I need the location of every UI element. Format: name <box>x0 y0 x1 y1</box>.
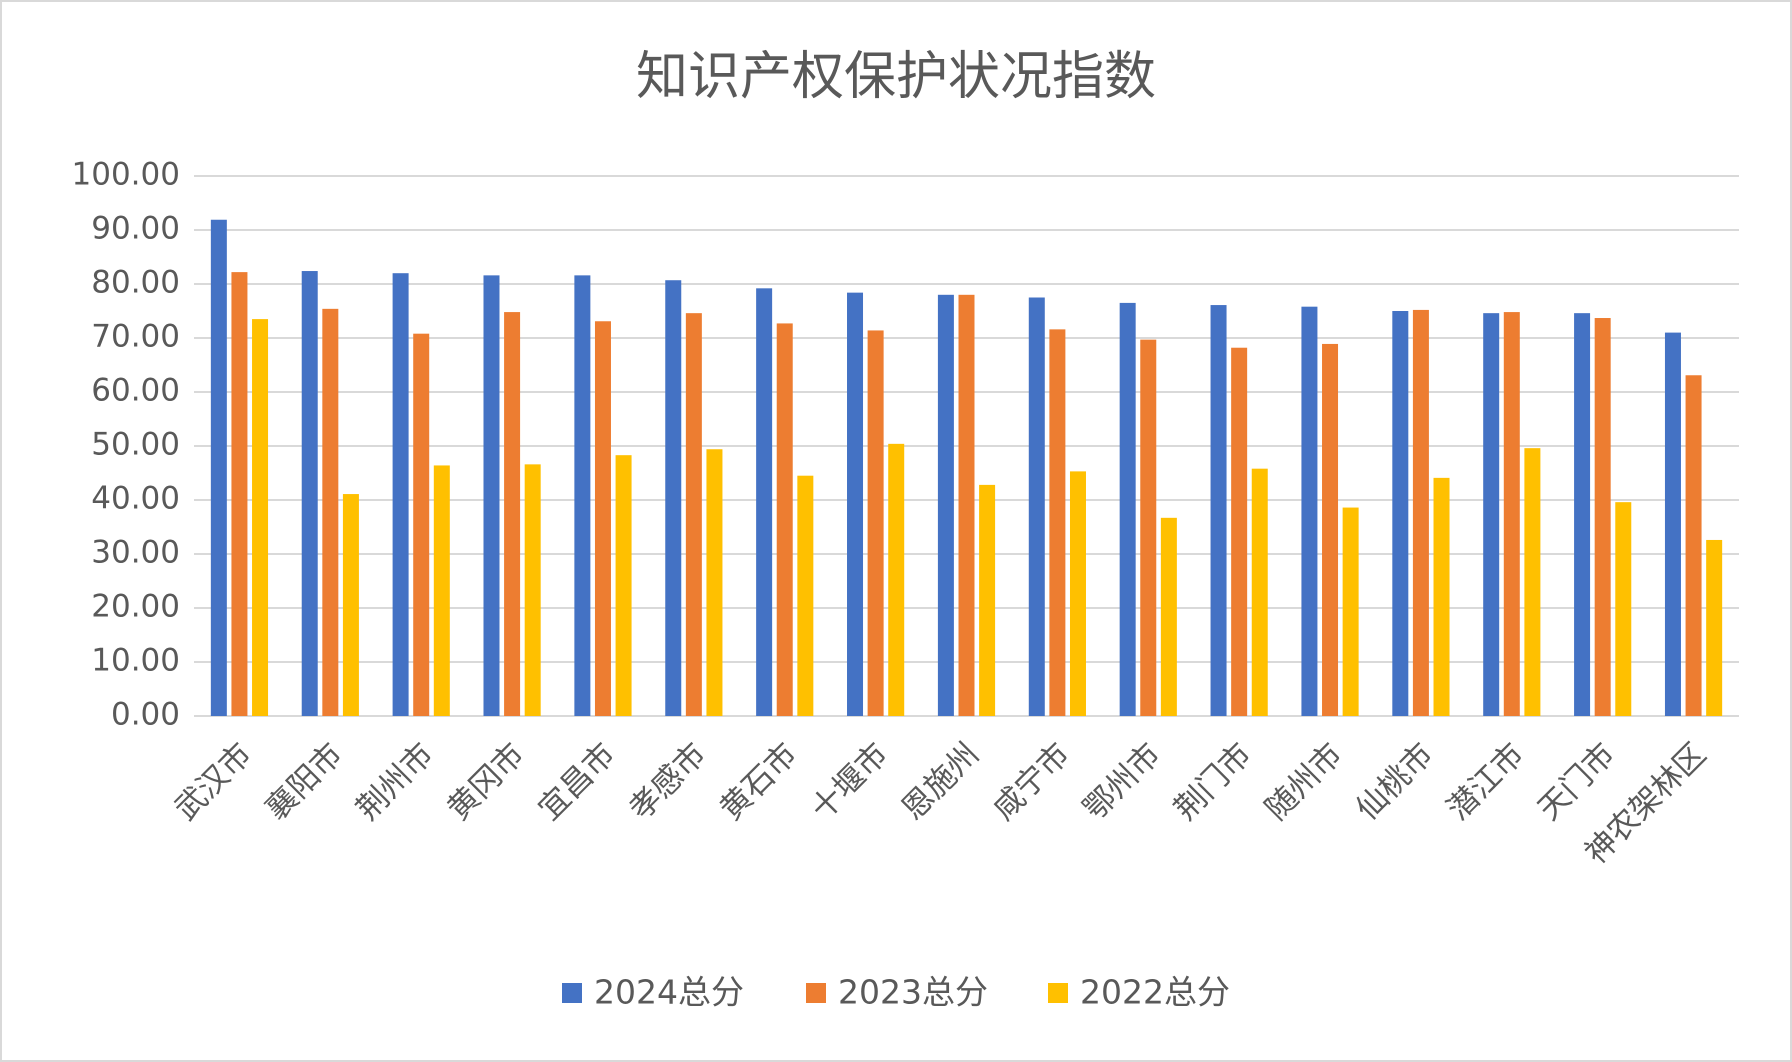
y-tick-label: 0.00 <box>111 697 180 733</box>
bar <box>1706 539 1723 716</box>
y-tick-label: 50.00 <box>91 427 180 463</box>
bar <box>342 494 359 716</box>
bar <box>594 321 611 716</box>
bar <box>958 294 975 716</box>
bar <box>1594 318 1611 716</box>
legend-swatch <box>1048 983 1068 1003</box>
bar <box>706 449 723 716</box>
legend-label: 2022总分 <box>1080 973 1230 1012</box>
y-tick-label: 30.00 <box>91 535 180 571</box>
bar <box>1140 339 1157 716</box>
bar <box>937 294 954 716</box>
legend-label: 2024总分 <box>594 973 744 1012</box>
bar <box>1028 297 1045 716</box>
bar <box>776 323 793 716</box>
bar <box>1503 312 1520 716</box>
bar <box>665 280 682 716</box>
bar <box>1301 306 1318 716</box>
bar <box>685 313 702 716</box>
bar <box>231 272 248 716</box>
bar <box>1433 477 1450 716</box>
bar <box>504 312 521 716</box>
bar <box>433 465 450 716</box>
bar <box>797 475 814 716</box>
bar <box>847 292 864 716</box>
bar <box>1574 313 1591 716</box>
bar <box>756 288 773 716</box>
bar <box>483 275 500 716</box>
bar <box>252 319 269 716</box>
bar <box>1685 375 1702 716</box>
y-tick-label: 10.00 <box>91 643 180 679</box>
bar <box>867 330 884 716</box>
bar <box>392 273 409 716</box>
bar <box>1069 471 1086 716</box>
bar <box>413 333 430 716</box>
bar <box>1049 329 1066 716</box>
y-tick-label: 90.00 <box>91 211 180 247</box>
bar <box>615 455 632 716</box>
y-tick-label: 70.00 <box>91 319 180 355</box>
bar <box>1483 313 1500 716</box>
y-tick-label: 40.00 <box>91 481 180 517</box>
bar <box>1231 347 1248 716</box>
bar <box>1210 305 1227 716</box>
bar <box>1322 343 1339 716</box>
bar <box>1251 468 1268 716</box>
bar <box>1119 302 1136 716</box>
y-tick-label: 20.00 <box>91 589 180 625</box>
bar <box>888 443 905 716</box>
bar <box>1160 517 1177 716</box>
bar <box>210 219 227 717</box>
bar <box>524 464 541 716</box>
bar <box>1392 311 1409 716</box>
bar <box>322 308 339 716</box>
y-tick-label: 60.00 <box>91 373 180 409</box>
legend-swatch <box>562 983 582 1003</box>
y-tick-label: 80.00 <box>91 265 180 301</box>
chart-title: 知识产权保护状况指数 <box>636 47 1156 107</box>
bar <box>1524 448 1541 716</box>
bar <box>574 275 591 716</box>
bar <box>1664 332 1681 716</box>
bar <box>1412 309 1429 716</box>
y-tick-label: 100.00 <box>72 157 180 193</box>
legend-label: 2023总分 <box>838 973 988 1012</box>
bar <box>301 271 318 716</box>
bar <box>1342 507 1359 716</box>
bar <box>979 484 996 716</box>
bar <box>1615 502 1632 716</box>
legend-swatch <box>806 983 826 1003</box>
